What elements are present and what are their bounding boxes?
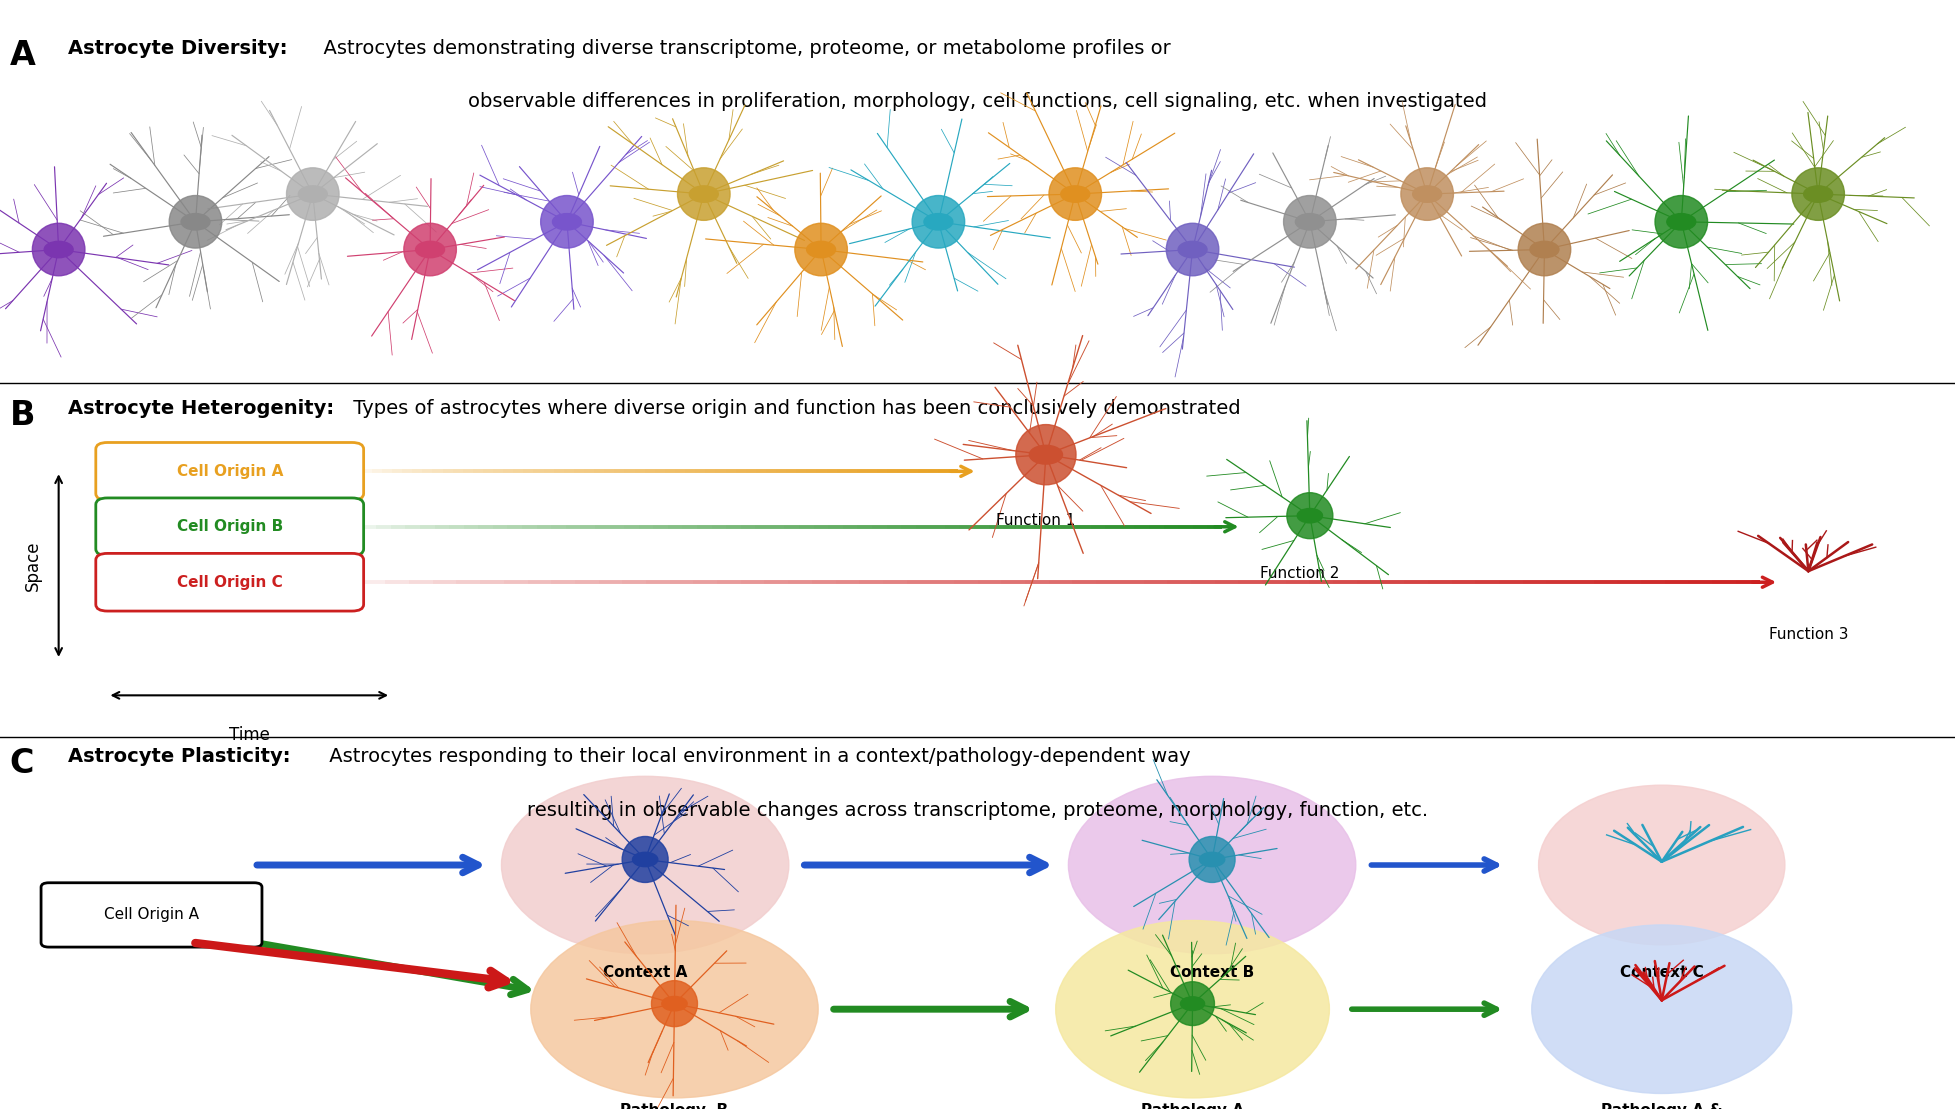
Ellipse shape (1017, 425, 1075, 485)
Ellipse shape (1656, 195, 1707, 248)
Ellipse shape (622, 836, 669, 883)
Ellipse shape (651, 980, 698, 1027)
Circle shape (663, 997, 686, 1010)
Ellipse shape (1519, 223, 1570, 276)
Text: Cell Origin B: Cell Origin B (176, 519, 283, 535)
Ellipse shape (1167, 223, 1218, 276)
Circle shape (1668, 214, 1695, 230)
Circle shape (1179, 242, 1206, 257)
Text: Astrocyte Plasticity:: Astrocyte Plasticity: (68, 747, 291, 766)
Circle shape (1804, 186, 1832, 202)
Text: Cell Origin A: Cell Origin A (176, 464, 283, 479)
Ellipse shape (913, 195, 964, 248)
Text: A: A (10, 39, 35, 72)
Ellipse shape (1539, 785, 1785, 945)
Text: Space: Space (23, 540, 43, 591)
Ellipse shape (33, 223, 84, 276)
Ellipse shape (796, 223, 847, 276)
Ellipse shape (1056, 920, 1329, 1098)
Ellipse shape (1286, 492, 1333, 539)
Circle shape (1200, 853, 1224, 866)
Ellipse shape (542, 195, 592, 248)
FancyBboxPatch shape (41, 883, 262, 947)
Circle shape (1062, 186, 1089, 202)
Ellipse shape (500, 776, 788, 954)
Circle shape (299, 186, 326, 202)
Ellipse shape (1067, 776, 1355, 954)
Circle shape (553, 214, 581, 230)
Ellipse shape (1533, 925, 1791, 1093)
FancyBboxPatch shape (96, 498, 364, 556)
Ellipse shape (1402, 167, 1453, 221)
Circle shape (1296, 214, 1324, 230)
Circle shape (416, 242, 444, 257)
Circle shape (690, 186, 717, 202)
Text: Astrocyte Heterogenity:: Astrocyte Heterogenity: (68, 399, 334, 418)
Text: Context A: Context A (602, 965, 688, 980)
Ellipse shape (1284, 195, 1335, 248)
Text: Astrocytes responding to their local environment in a context/pathology-dependen: Astrocytes responding to their local env… (323, 747, 1191, 766)
Text: Cell Origin C: Cell Origin C (176, 574, 283, 590)
Ellipse shape (170, 195, 221, 248)
Ellipse shape (1171, 981, 1214, 1026)
Text: Astrocyte Diversity:: Astrocyte Diversity: (68, 39, 287, 58)
Circle shape (1531, 242, 1558, 257)
Circle shape (1298, 509, 1322, 522)
Text: C: C (10, 747, 35, 781)
Text: Function 1: Function 1 (997, 513, 1075, 529)
Circle shape (45, 242, 72, 257)
Text: Astrocytes demonstrating diverse transcriptome, proteome, or metabolome profiles: Astrocytes demonstrating diverse transcr… (311, 39, 1171, 58)
Circle shape (1413, 186, 1441, 202)
Ellipse shape (530, 920, 817, 1098)
Text: Function 2: Function 2 (1261, 566, 1339, 581)
Text: Types of astrocytes where diverse origin and function has been conclusively demo: Types of astrocytes where diverse origin… (348, 399, 1241, 418)
Text: Cell Origin A: Cell Origin A (104, 907, 199, 923)
Ellipse shape (287, 167, 338, 221)
Circle shape (925, 214, 952, 230)
Ellipse shape (1793, 167, 1844, 221)
Text: observable differences in proliferation, morphology, cell functions, cell signal: observable differences in proliferation,… (467, 92, 1488, 111)
Circle shape (1030, 446, 1062, 464)
Text: Context C: Context C (1621, 965, 1703, 980)
Text: Pathology A: Pathology A (1142, 1103, 1243, 1109)
Circle shape (807, 242, 835, 257)
Circle shape (633, 853, 657, 866)
Ellipse shape (1189, 836, 1236, 883)
Text: Pathology  B: Pathology B (620, 1103, 729, 1109)
Circle shape (182, 214, 209, 230)
Text: Time: Time (229, 726, 270, 744)
Ellipse shape (405, 223, 456, 276)
Text: Pathology A &
Variable Z: Pathology A & Variable Z (1601, 1103, 1722, 1109)
Ellipse shape (1050, 167, 1101, 221)
Text: Context B: Context B (1169, 965, 1255, 980)
Text: Function 3: Function 3 (1769, 627, 1847, 642)
Circle shape (1181, 997, 1204, 1010)
Text: B: B (10, 399, 35, 433)
Ellipse shape (678, 167, 729, 221)
FancyBboxPatch shape (96, 442, 364, 500)
FancyBboxPatch shape (96, 553, 364, 611)
Text: resulting in observable changes across transcriptome, proteome, morphology, func: resulting in observable changes across t… (528, 801, 1427, 820)
